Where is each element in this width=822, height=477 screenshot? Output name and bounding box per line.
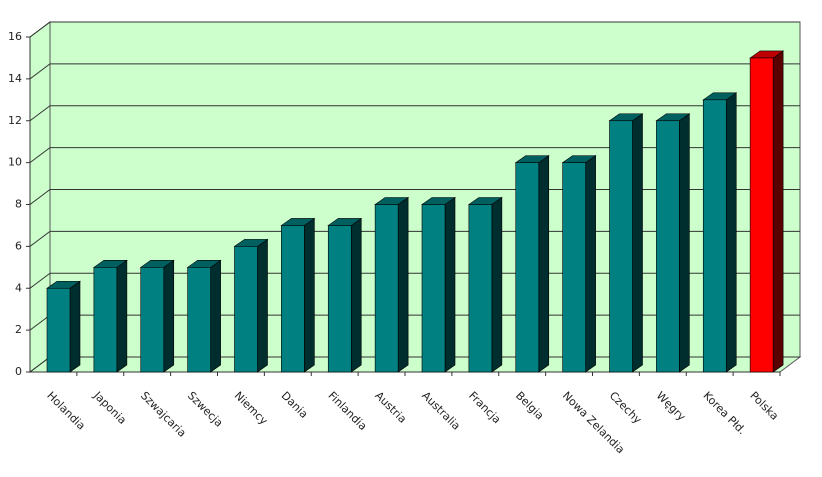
grid-line (29, 272, 51, 289)
bar-side (538, 155, 550, 373)
bar (46, 287, 71, 373)
x-tick-label: Czechy (607, 389, 645, 427)
y-tick-label: 10 (8, 156, 22, 169)
x-tick-label: Szwajcaria (138, 389, 189, 440)
y-tick-label: 6 (15, 239, 22, 252)
bar (327, 225, 352, 373)
grid-line (29, 21, 51, 38)
x-tick-label: Polska (747, 389, 781, 423)
bar-side (210, 259, 221, 373)
bar-side (725, 92, 737, 373)
bar (187, 267, 211, 373)
y-tick-label: 0 (15, 365, 22, 378)
bar (281, 225, 305, 373)
grid-line (29, 314, 51, 331)
x-tick-label: Japonia (90, 388, 129, 427)
bar-side (163, 259, 175, 373)
x-tick-label: Francja (466, 389, 503, 426)
bar-side (632, 113, 643, 373)
bar (234, 246, 258, 373)
x-tick-label: Austria (372, 389, 409, 426)
x-tick-label: Belgia (513, 389, 546, 422)
bar-side (350, 217, 362, 373)
y-tick-label: 4 (15, 281, 22, 294)
y-tick-label: 8 (15, 198, 22, 211)
bar (374, 204, 399, 373)
grid-line (29, 356, 51, 373)
bar-side (772, 50, 784, 373)
grid-line (29, 230, 51, 247)
y-tick-label: 14 (8, 72, 22, 85)
bar-side (679, 113, 690, 373)
x-tick-label: Dania (279, 389, 311, 421)
grid-line (29, 147, 51, 164)
bar-side (491, 196, 503, 373)
bar (140, 267, 165, 373)
bar (749, 57, 774, 373)
bar-side (304, 217, 315, 373)
bar (609, 120, 633, 373)
x-tick-label: Korea Płd. (701, 389, 749, 437)
x-tick-label: Australia (419, 389, 463, 433)
bar-side (257, 238, 268, 373)
bar (562, 162, 586, 373)
grid-line (29, 189, 51, 205)
bar-side (69, 280, 81, 373)
y-tick-label: 12 (8, 114, 22, 127)
grid-line (29, 105, 51, 122)
x-tick-label: Holandia (44, 389, 88, 433)
bar-side (116, 259, 128, 373)
y-tick-label: 2 (15, 323, 22, 336)
bar (515, 162, 540, 373)
x-tick-label: Niemcy (232, 389, 271, 428)
bar (656, 120, 680, 373)
x-tick-label: Finlandia (326, 389, 370, 433)
bar (93, 267, 118, 373)
x-tick-label: Szwecja (185, 389, 226, 430)
y-tick-label: 16 (8, 30, 22, 43)
grid-line (29, 63, 51, 80)
bar (421, 204, 446, 373)
bar (468, 204, 493, 373)
bar (702, 99, 727, 373)
bar-side (444, 196, 456, 373)
bar-side (585, 155, 596, 373)
bar-side (397, 196, 409, 373)
x-tick-label: Węgry (654, 389, 689, 424)
